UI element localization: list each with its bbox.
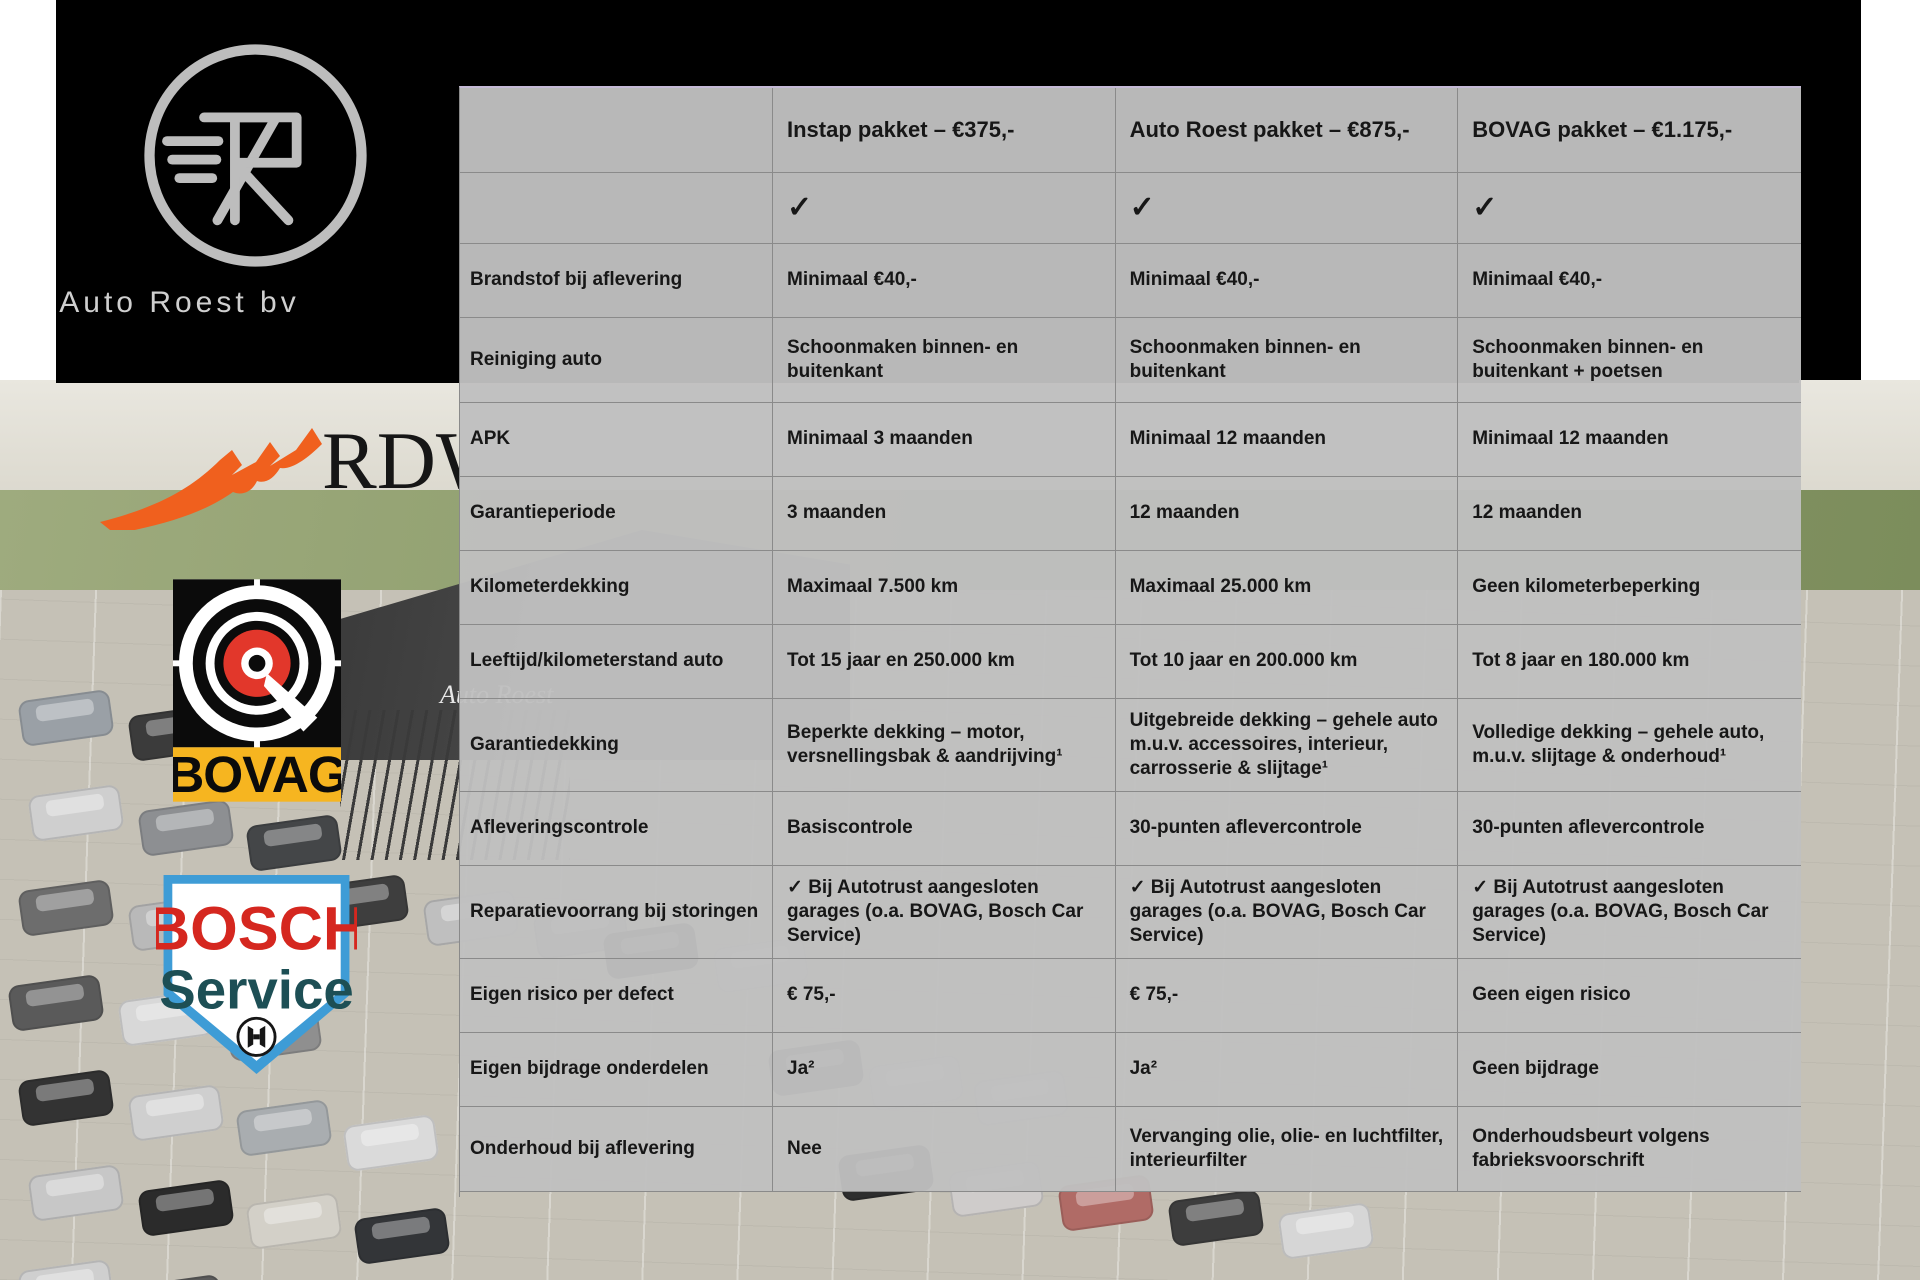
svg-text:RDW: RDW: [322, 415, 460, 506]
svg-text:BOVAG: BOVAG: [173, 745, 341, 803]
svg-text:Service: Service: [159, 959, 354, 1020]
svg-text:BOSCH: BOSCH: [156, 894, 357, 962]
